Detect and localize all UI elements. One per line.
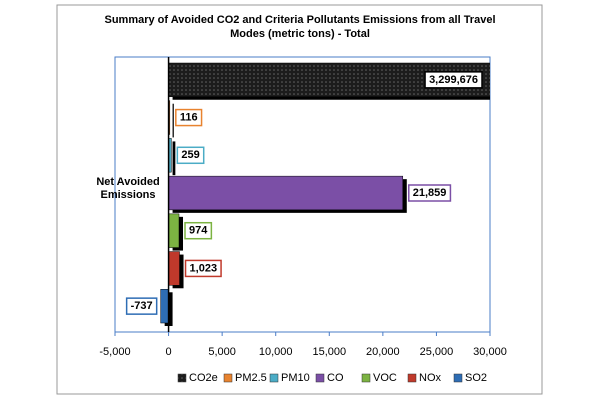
- value-label: 116: [180, 111, 198, 123]
- value-label-box: [408, 184, 452, 202]
- value-label: 3,299,676: [429, 74, 478, 86]
- x-tick-label: 0: [166, 346, 172, 358]
- legend-swatch: [223, 373, 233, 383]
- value-label-box: [184, 259, 222, 278]
- chart-title: Summary of Avoided CO2 and Criteria Poll…: [104, 14, 496, 40]
- legend-label: VOC: [373, 372, 397, 384]
- legend-label: PM10: [281, 372, 310, 384]
- x-tick-label: 5,000: [208, 346, 236, 358]
- legend-swatch: [361, 373, 371, 383]
- value-label-box: [175, 108, 203, 127]
- legend-swatch: [407, 373, 417, 383]
- x-tick-label: 20,000: [366, 346, 400, 358]
- x-tick-label: 10,000: [259, 346, 293, 358]
- legend-swatch: [315, 373, 325, 383]
- value-label-box: [424, 71, 483, 89]
- value-label-box: [176, 146, 205, 165]
- x-tick-label: -5,000: [99, 346, 130, 358]
- x-tick-label: 25,000: [420, 346, 454, 358]
- bar: [168, 213, 180, 248]
- value-label-box: [184, 221, 213, 240]
- bar: [168, 175, 404, 211]
- legend-label: SO2: [465, 372, 487, 384]
- legend-label: PM2.5: [235, 372, 267, 384]
- value-label: 21,859: [413, 187, 447, 199]
- value-label: 259: [181, 149, 199, 161]
- legend-swatch: [269, 373, 279, 383]
- value-label: 1,023: [190, 262, 218, 274]
- legend-label: CO2e: [189, 372, 218, 384]
- legend-label: NOx: [419, 372, 442, 384]
- value-label: -737: [131, 300, 153, 312]
- legend-swatch: [177, 373, 187, 383]
- bar: [168, 251, 180, 286]
- bar: [160, 289, 169, 324]
- legend-label: CO: [327, 372, 344, 384]
- value-label: 974: [189, 225, 208, 237]
- value-label-box: [125, 297, 158, 315]
- bar-shadow: [172, 103, 174, 138]
- category-label: Net Avoided Emissions: [96, 176, 160, 201]
- x-tick-label: 15,000: [312, 346, 346, 358]
- x-tick-label: 30,000: [473, 346, 507, 358]
- bar-shadow: [172, 141, 176, 176]
- legend-swatch: [453, 373, 463, 383]
